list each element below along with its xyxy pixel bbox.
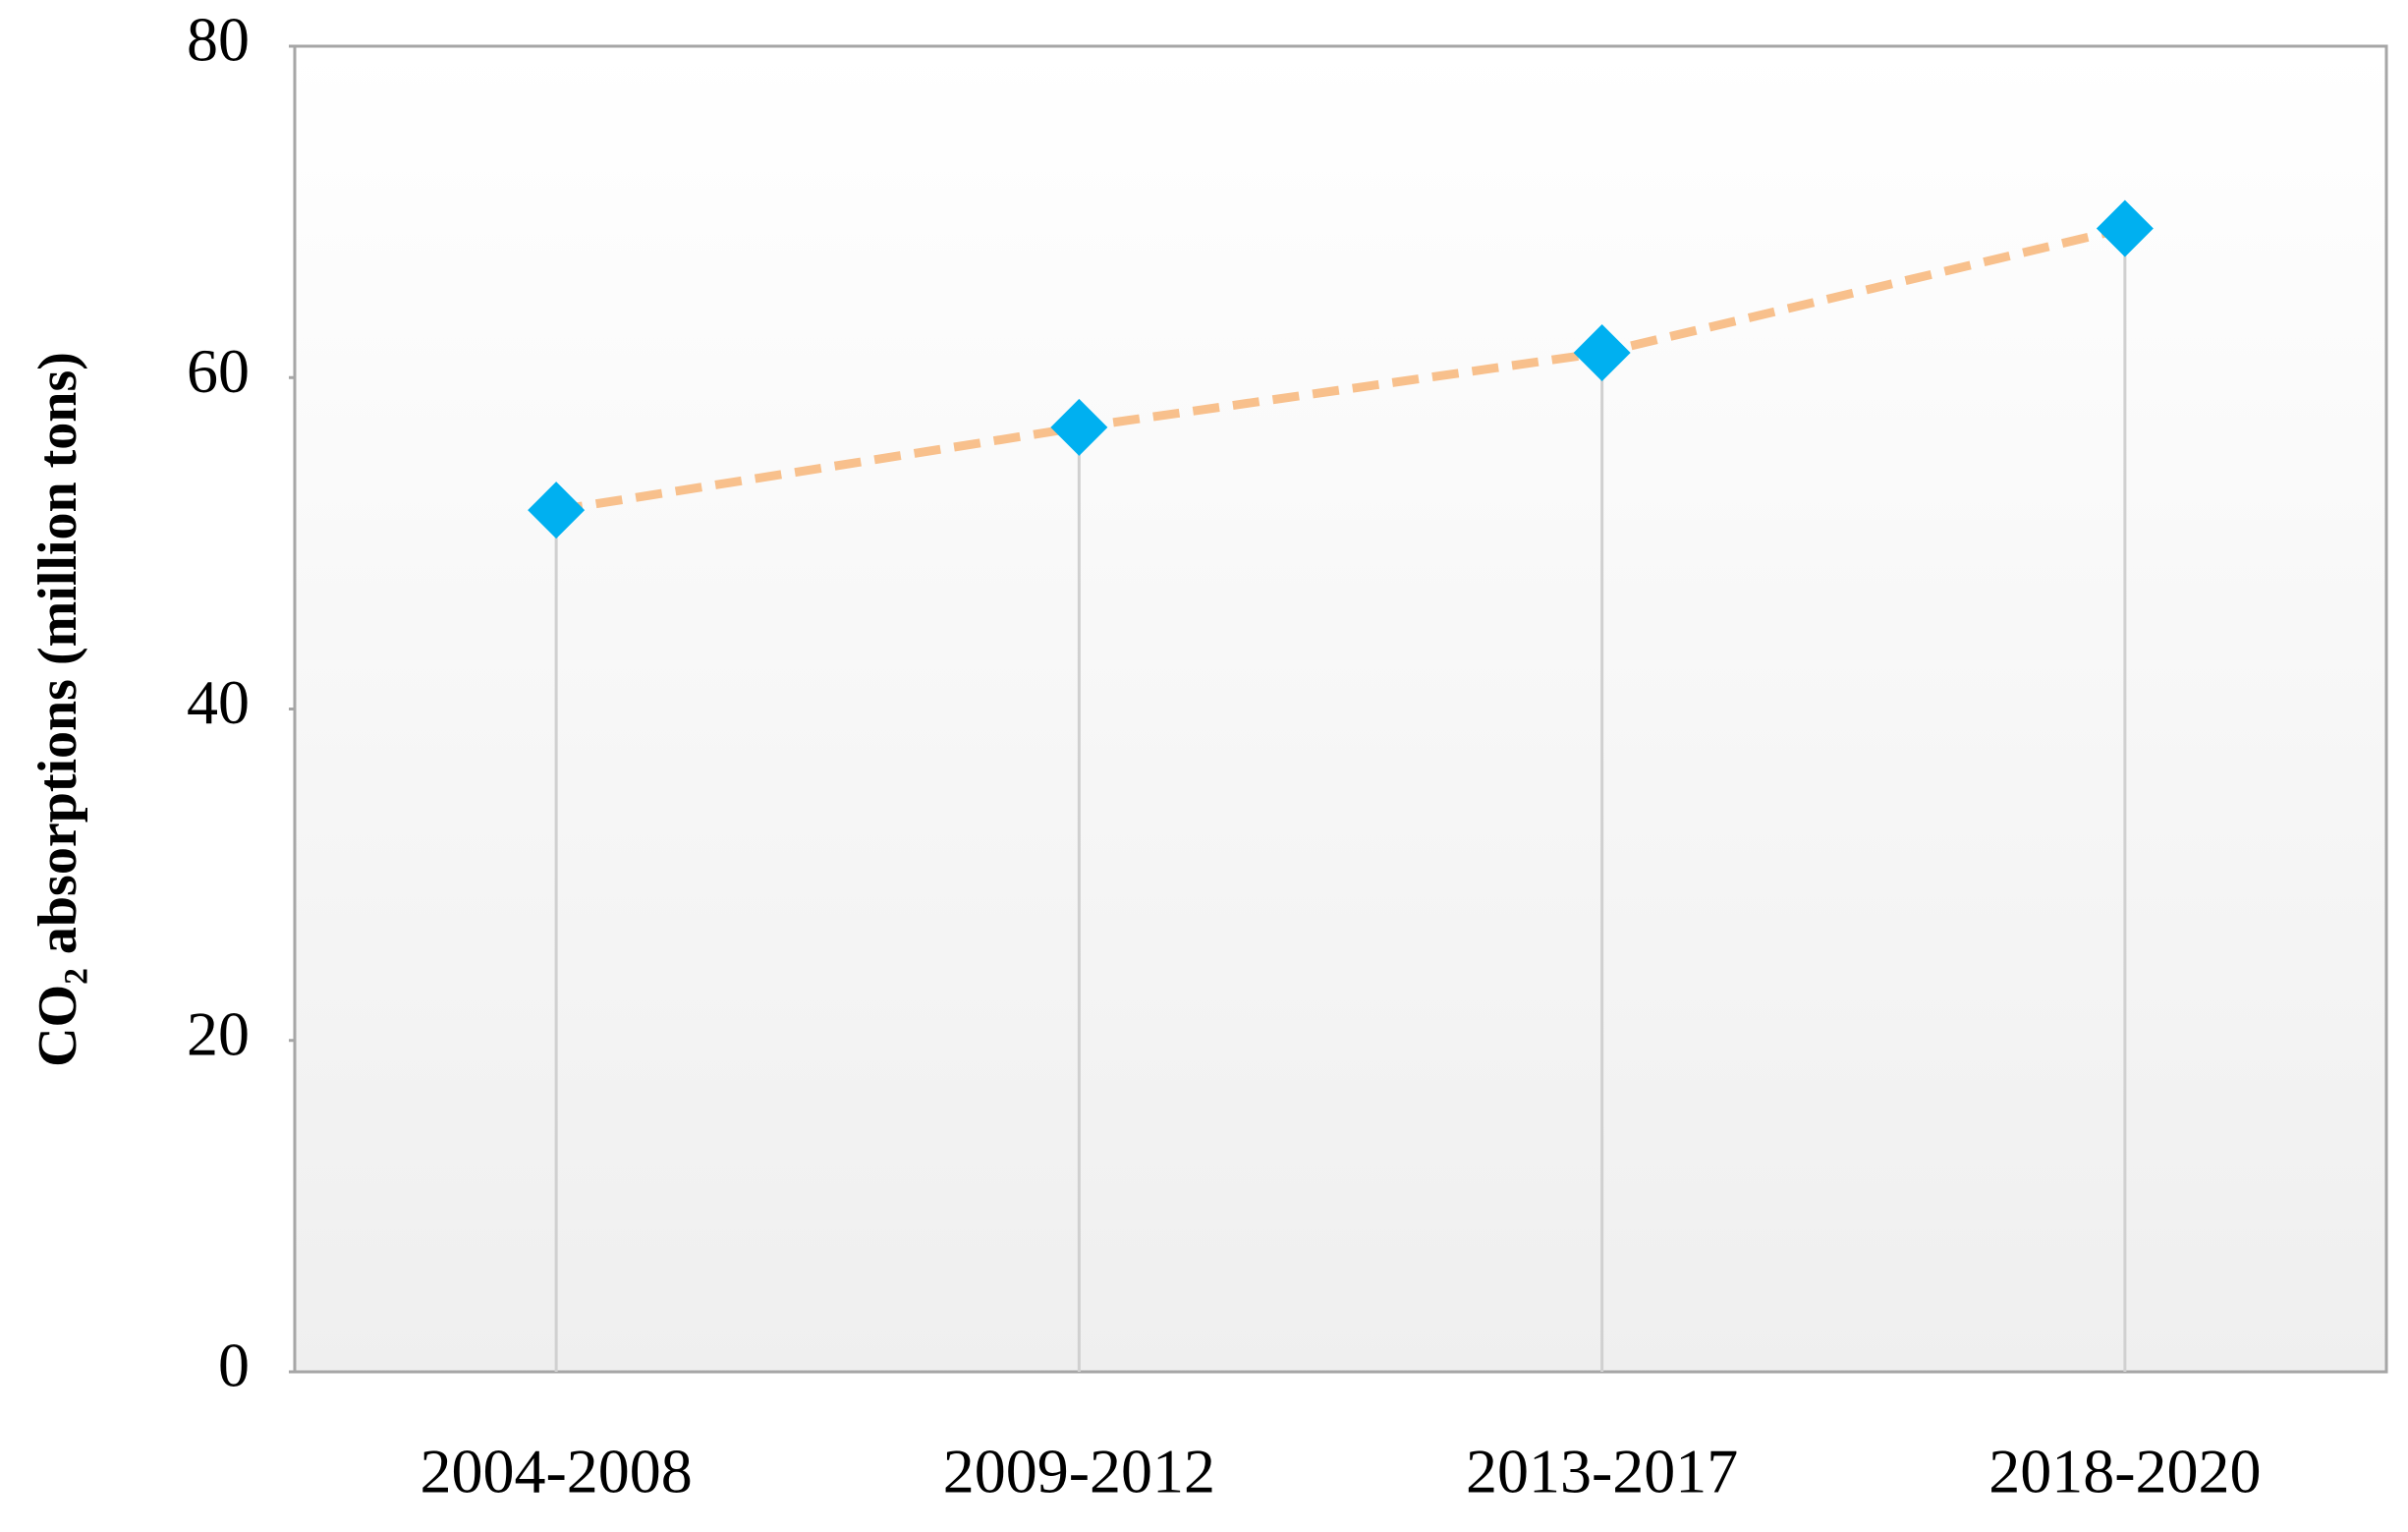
marker bbox=[1050, 398, 1108, 456]
y-tick-label: 40 bbox=[187, 667, 250, 737]
x-tick-label: 2018-2020 bbox=[1988, 1437, 2261, 1506]
plot-area bbox=[293, 44, 2388, 1374]
y-tick-label: 0 bbox=[218, 1331, 250, 1400]
y-axis-title: CO₂ absorptions (million tons) bbox=[28, 352, 88, 1067]
x-tick-label: 2004-2008 bbox=[420, 1437, 692, 1506]
x-tick-label: 2013-2017 bbox=[1466, 1437, 1738, 1506]
y-tick-label: 60 bbox=[187, 336, 250, 406]
y-tick-label: 80 bbox=[187, 5, 250, 75]
marker bbox=[1573, 323, 1631, 381]
series-line bbox=[555, 224, 2126, 515]
x-tick-label: 2009-2012 bbox=[943, 1437, 1215, 1506]
marker bbox=[2096, 199, 2154, 257]
marker bbox=[528, 482, 586, 539]
y-tick-label: 20 bbox=[187, 998, 250, 1068]
